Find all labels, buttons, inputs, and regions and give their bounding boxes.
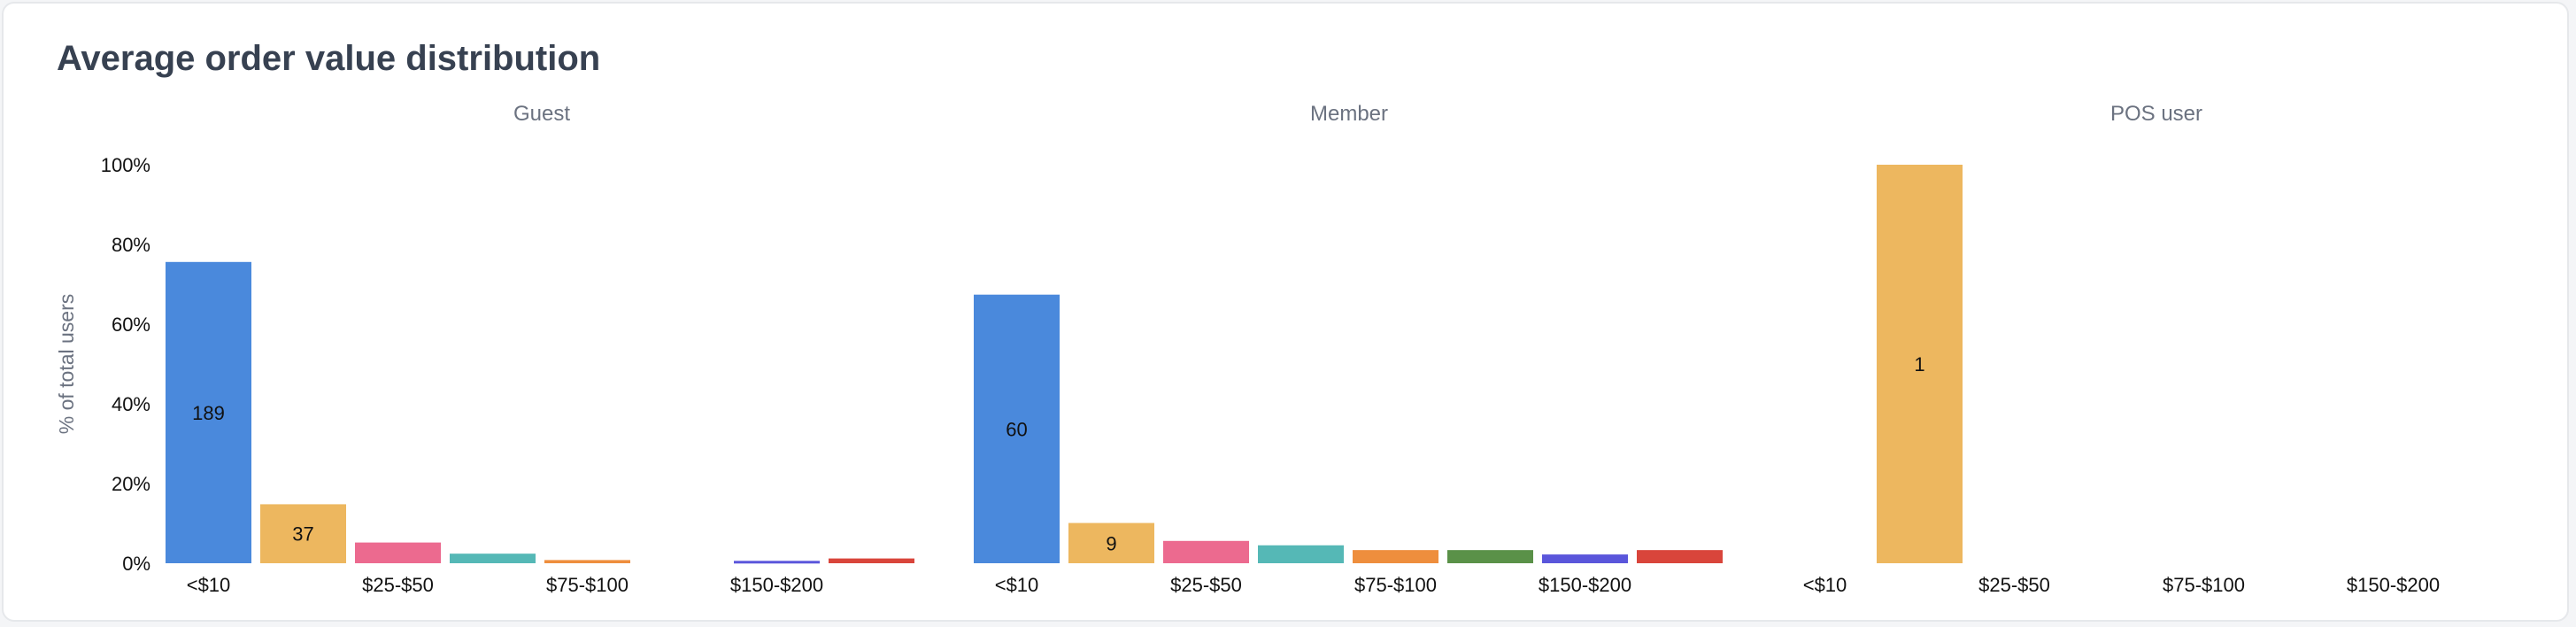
y-tick-label: 60% [112, 314, 150, 336]
bar [544, 560, 630, 563]
y-tick-label: 0% [122, 553, 150, 575]
y-tick-label: 40% [112, 393, 150, 415]
panel-title: POS user [2110, 102, 2202, 126]
bar [450, 553, 536, 563]
bar [355, 542, 441, 563]
x-tick-label: $75-$100 [2163, 574, 2245, 596]
x-tick-label: $150-$200 [730, 574, 823, 596]
y-tick-label: 20% [112, 473, 150, 495]
x-tick-label: <$10 [187, 574, 231, 596]
panel-title: Guest [513, 102, 570, 126]
y-tick-label: 100% [101, 154, 150, 176]
bar [1258, 545, 1344, 563]
bar-value-label: 60 [1006, 418, 1027, 440]
bar-value-label: 1 [1914, 353, 1924, 375]
x-tick-label: <$10 [995, 574, 1039, 596]
x-tick-label: $150-$200 [2347, 574, 2440, 596]
bar [1877, 165, 1963, 563]
bar [974, 294, 1060, 563]
bar [1163, 540, 1249, 563]
x-tick-label: $25-$50 [1170, 574, 1242, 596]
panel-title: Member [1310, 102, 1388, 126]
bar-value-label: 189 [192, 402, 225, 424]
bar-value-label: 37 [292, 523, 313, 546]
bar [260, 504, 346, 563]
y-axis-title: % of total users [55, 294, 78, 435]
y-tick-label: 80% [112, 234, 150, 256]
bar [829, 558, 914, 563]
chart-card-title: Average order value distribution [57, 39, 601, 78]
bar-value-label: 9 [1106, 532, 1116, 554]
x-tick-label: $150-$200 [1539, 574, 1631, 596]
bar [166, 261, 251, 563]
bar [734, 561, 820, 564]
x-tick-label: $75-$100 [546, 574, 629, 596]
bar [1447, 550, 1533, 563]
x-tick-label: $25-$50 [1978, 574, 2050, 596]
bar [1637, 550, 1723, 563]
bar [1353, 550, 1438, 563]
bar [1068, 522, 1154, 563]
x-tick-label: <$10 [1803, 574, 1847, 596]
bar [1542, 554, 1628, 563]
x-tick-label: $25-$50 [362, 574, 434, 596]
x-tick-label: $75-$100 [1354, 574, 1437, 596]
